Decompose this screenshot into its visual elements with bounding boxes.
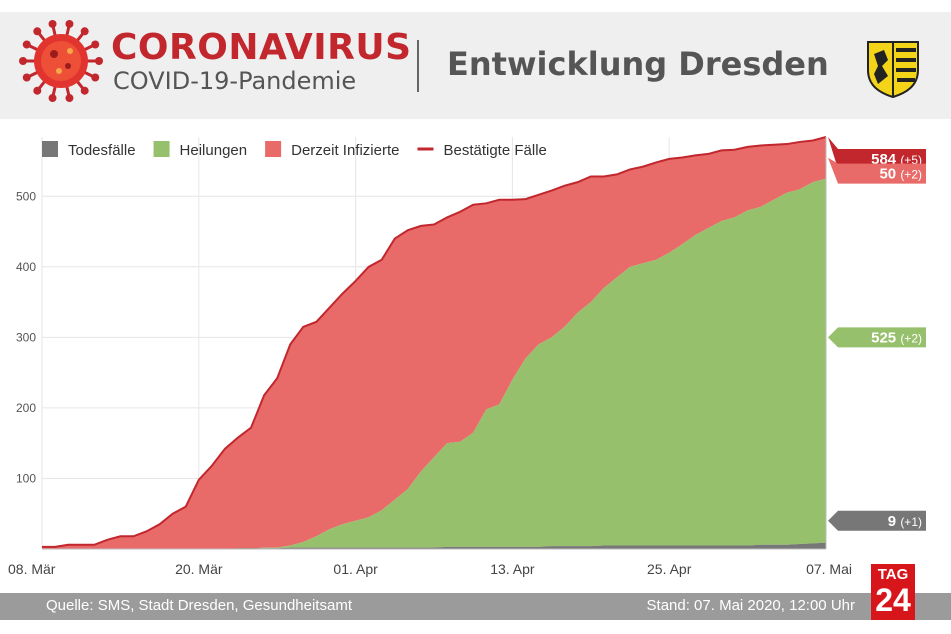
header-title: CORONAVIRUS xyxy=(111,27,412,68)
legend-swatch xyxy=(42,141,58,157)
y-tick-label: 500 xyxy=(16,189,36,203)
legend-label: Heilungen xyxy=(180,142,248,159)
legend-label: Todesfälle xyxy=(68,142,136,159)
series-derzeit-infizierte-area xyxy=(42,137,826,549)
dresden-crest-icon xyxy=(867,41,919,98)
end-label-tag xyxy=(828,137,926,169)
y-tick-label: 100 xyxy=(16,471,36,485)
footer-bar: Quelle: SMS, Stadt Dresden, Gesundheitsa… xyxy=(0,593,951,620)
y-tick-label: 300 xyxy=(16,330,36,344)
x-tick-label: 20. Mär xyxy=(175,561,223,577)
brand-logo-top: TAG xyxy=(877,566,909,583)
series-bestaetigte-faelle-line xyxy=(42,136,827,548)
x-tick-label: 25. Apr xyxy=(647,561,692,577)
series-heilungen-area xyxy=(42,178,826,549)
end-label-text: 525 (+2) xyxy=(871,329,922,346)
chart: 100 200 300 400 500 08. Mär 20. Mär 01. Apr 13. … xyxy=(0,119,951,593)
series-todesfaelle-area xyxy=(42,542,826,549)
brand-logo-bottom: 24 xyxy=(875,582,911,618)
header-divider xyxy=(417,40,419,92)
end-label-tag xyxy=(828,327,926,348)
header-bar xyxy=(0,12,951,119)
legend-swatch xyxy=(265,141,282,157)
page-title: Entwicklung Dresden xyxy=(447,45,829,83)
legend-label: Derzeit Infizierte xyxy=(291,142,399,159)
end-label-text: 9 (+1) xyxy=(888,513,922,530)
y-tick-label: 400 xyxy=(16,260,36,274)
x-tick-label: 01. Apr xyxy=(333,561,378,577)
y-tick-label: 200 xyxy=(16,401,36,415)
legend-swatch xyxy=(153,141,170,157)
coronavirus-icon xyxy=(19,19,103,103)
legend-label: Bestätigte Fälle xyxy=(443,142,546,159)
timestamp-text: Stand: 07. Mai 2020, 12:00 Uhr xyxy=(646,597,855,614)
source-text: Quelle: SMS, Stadt Dresden, Gesundheitsa… xyxy=(46,597,352,614)
brand-logo: TAG 24 xyxy=(871,564,915,620)
x-tick-label: 13. Apr xyxy=(490,561,535,577)
end-label-text: 50 (+2) xyxy=(879,166,922,183)
end-label-tag xyxy=(828,510,926,531)
x-tick-label: 08. Mär xyxy=(8,561,56,577)
header-subtitle: COVID-19-Pandemie xyxy=(113,67,357,95)
end-label-tag xyxy=(828,157,926,184)
x-tick-label: 07. Mai xyxy=(806,561,852,577)
